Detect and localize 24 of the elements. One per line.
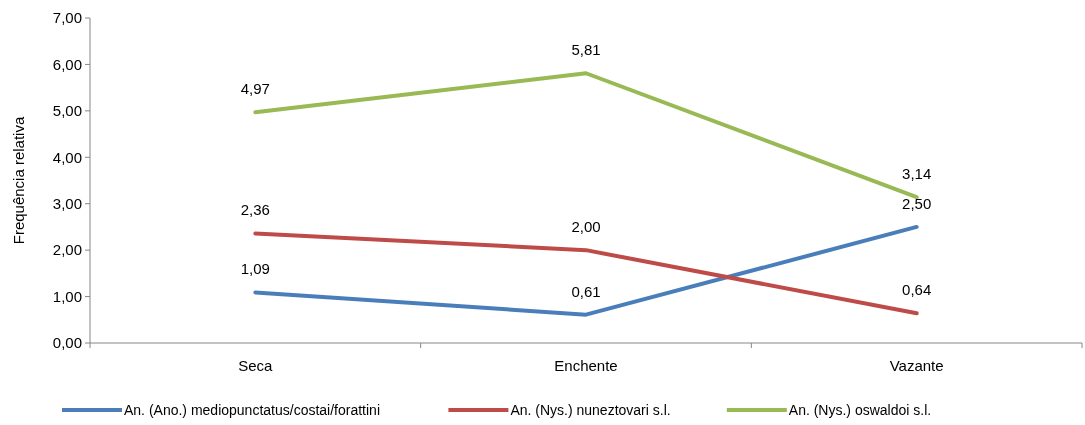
data-label: 2,50	[902, 194, 932, 212]
data-label: 0,64	[902, 281, 932, 299]
y-tick-label: 7,00	[52, 9, 82, 27]
data-label: 1,09	[240, 260, 270, 278]
x-tick-label: Seca	[238, 357, 274, 374]
y-tick-label: 5,00	[52, 102, 82, 120]
data-label: 3,14	[902, 165, 932, 183]
x-tick-label: Vazante	[889, 357, 944, 374]
y-tick-label: 0,00	[52, 334, 82, 352]
legend-label: An. (Nys.) oswaldoi s.l.	[788, 401, 932, 418]
x-tick-label: Enchente	[554, 357, 618, 374]
y-tick-label: 1,00	[52, 287, 82, 305]
y-tick-label: 2,00	[52, 241, 82, 259]
y-tick-label: 4,00	[52, 148, 82, 166]
y-tick-label: 3,00	[52, 194, 82, 212]
y-axis-title: Frequência relativa	[10, 116, 27, 245]
legend-label: An. (Ano.) mediopunctatus/costai/forattini	[124, 401, 381, 418]
data-label: 2,00	[571, 218, 601, 236]
y-tick-label: 6,00	[52, 55, 82, 73]
data-label: 0,61	[571, 282, 601, 300]
data-label: 4,97	[240, 80, 270, 98]
data-label: 5,81	[571, 41, 601, 59]
legend-label: An. (Nys.) nuneztovari s.l.	[510, 401, 671, 418]
data-label: 2,36	[240, 201, 270, 219]
